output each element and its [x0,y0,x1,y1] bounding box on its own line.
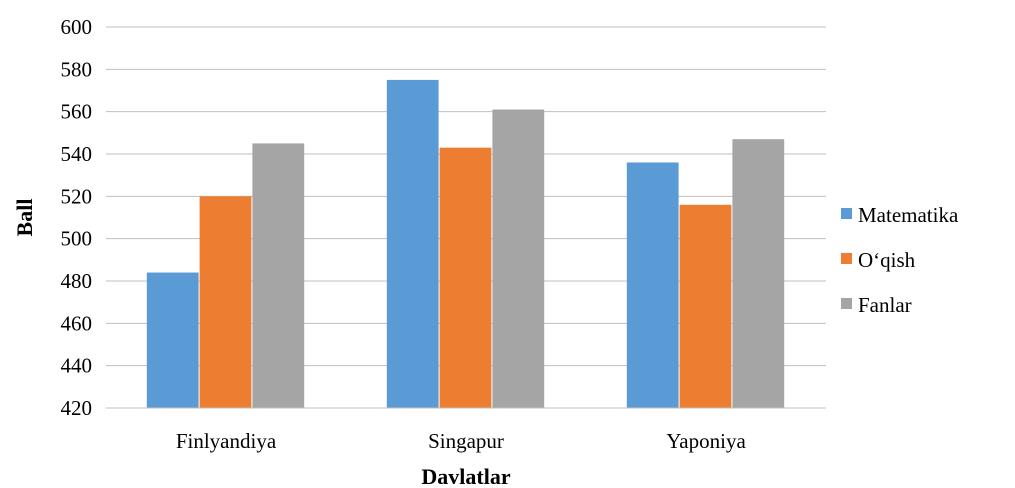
y-tick-label: 560 [61,100,93,124]
bar-matematika-singapur [386,79,439,409]
y-tick-label: 420 [61,396,93,420]
legend-label: Matematika [858,203,959,227]
legend-label: O‘qish [858,248,916,272]
y-tick-label: 480 [61,269,93,293]
x-tick-label: Finlyandiya [176,429,277,453]
bar-o-qish-finlyandiya [199,196,252,408]
y-tick-label: 500 [61,227,93,251]
x-axis-ticks: Finlyandiya Singapur Yaponiya [176,429,747,453]
legend-swatch [841,298,852,309]
x-tick-label: Yaponiya [666,429,746,453]
y-tick-label: 600 [61,15,93,39]
bar-matematika-finlyandiya [146,272,199,408]
legend-swatch [841,208,852,219]
y-axis-title: Ball [12,199,37,237]
x-axis-title: Davlatlar [421,464,510,488]
y-axis-ticks: 420 440 460 480 500 520 540 560 580 600 [61,15,93,420]
y-tick-label: 440 [61,354,93,378]
bars [146,79,785,409]
y-tick-label: 520 [61,184,93,208]
bar-fanlar-finlyandiya [252,143,305,408]
legend-label: Fanlar [858,293,912,317]
legend-swatch [841,253,852,264]
bar-fanlar-singapur [492,109,545,409]
y-tick-label: 580 [61,57,93,81]
y-tick-label: 540 [61,142,93,166]
bar-matematika-yaponiya [626,162,679,408]
legend: Matematika O‘qish Fanlar [841,203,959,317]
y-tick-label: 460 [61,311,93,335]
bar-o-qish-yaponiya [679,204,732,408]
bar-o-qish-singapur [439,147,492,408]
bar-fanlar-yaponiya [732,139,785,408]
x-tick-label: Singapur [428,429,504,453]
